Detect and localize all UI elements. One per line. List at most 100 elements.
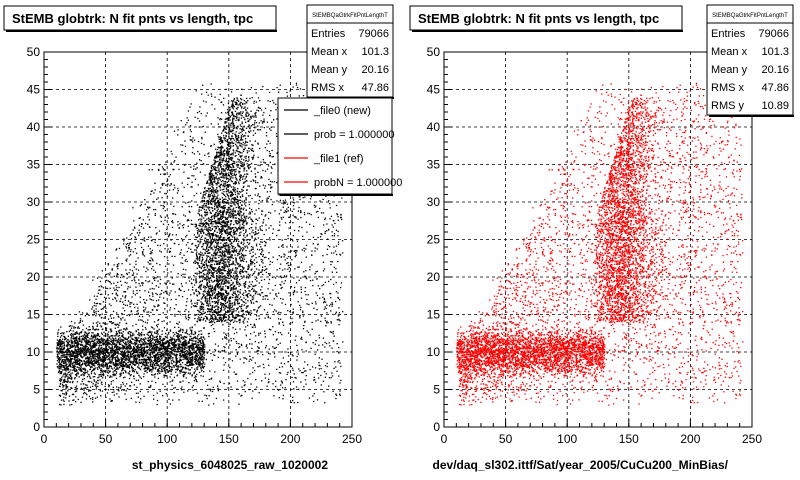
data-point (189, 357, 192, 359)
data-point (244, 357, 246, 359)
data-point (316, 248, 318, 250)
data-point (224, 204, 226, 207)
data-point (250, 125, 252, 127)
data-point (294, 376, 296, 379)
data-point (243, 148, 245, 151)
data-point (180, 363, 182, 366)
data-point (189, 373, 191, 375)
data-point (228, 238, 230, 240)
data-point (191, 355, 194, 357)
data-point (178, 361, 181, 363)
data-point (106, 392, 109, 394)
data-point (165, 342, 168, 344)
data-point (240, 98, 242, 100)
data-point (248, 150, 250, 152)
data-point (288, 270, 291, 273)
data-point (246, 150, 248, 152)
data-point (245, 101, 247, 103)
data-point (229, 274, 231, 276)
data-point (136, 252, 138, 254)
data-point (177, 368, 179, 370)
data-point (219, 204, 221, 206)
data-point (188, 339, 191, 342)
data-point (269, 100, 271, 103)
data-point (225, 232, 227, 235)
data-point (188, 277, 190, 279)
data-point (258, 332, 260, 335)
data-point (211, 200, 213, 202)
data-point (90, 398, 92, 400)
data-point (265, 135, 268, 137)
data-point (130, 311, 132, 313)
data-point (221, 305, 223, 307)
data-point (195, 278, 197, 280)
data-point (168, 189, 171, 191)
data-point (251, 231, 253, 233)
data-point (66, 351, 69, 353)
data-point (88, 340, 90, 342)
data-point (139, 301, 141, 303)
data-point (227, 153, 229, 155)
data-point (171, 220, 174, 222)
data-point (291, 367, 294, 369)
data-point (198, 210, 200, 212)
data-point (236, 195, 238, 197)
data-point (214, 295, 216, 298)
data-point (60, 357, 62, 359)
data-point (239, 199, 241, 201)
data-point (231, 302, 233, 304)
data-point (101, 333, 104, 335)
data-point (232, 120, 234, 122)
data-point (159, 341, 161, 343)
data-point (335, 311, 337, 313)
data-point (149, 356, 151, 358)
data-point (328, 200, 330, 202)
data-point (127, 250, 129, 252)
data-point (76, 331, 78, 333)
data-point (195, 379, 197, 381)
data-point (271, 304, 273, 306)
data-point (210, 290, 212, 292)
data-point (165, 361, 167, 363)
data-point (259, 100, 261, 102)
data-point (266, 199, 268, 201)
data-point (216, 260, 218, 263)
data-point (96, 324, 99, 326)
data-point (146, 363, 148, 365)
data-point (248, 360, 250, 362)
data-point (245, 277, 248, 279)
data-point (179, 356, 181, 358)
data-point (313, 400, 315, 403)
data-point (234, 110, 237, 112)
data-point (197, 227, 199, 229)
data-point (195, 192, 198, 195)
data-point (281, 202, 283, 204)
data-point (222, 260, 224, 262)
data-point (221, 220, 224, 222)
data-point (123, 240, 125, 242)
data-point (268, 273, 270, 275)
data-point (235, 259, 237, 261)
data-point (129, 352, 132, 354)
data-point (106, 344, 109, 346)
data-point (149, 343, 151, 345)
data-point (85, 357, 87, 359)
data-point (239, 174, 241, 176)
data-point (239, 219, 241, 221)
data-point (185, 318, 187, 320)
data-point (222, 251, 224, 253)
data-point (340, 365, 342, 368)
data-point (105, 358, 107, 360)
data-point (165, 346, 167, 348)
data-point (57, 335, 59, 338)
data-point (149, 364, 151, 366)
data-point (217, 214, 219, 217)
data-point (105, 328, 107, 330)
data-point (325, 322, 328, 324)
data-point (151, 347, 153, 349)
data-point (122, 383, 125, 385)
data-point (108, 371, 111, 373)
data-point (96, 337, 99, 340)
data-point (91, 332, 93, 334)
data-point (232, 316, 234, 319)
